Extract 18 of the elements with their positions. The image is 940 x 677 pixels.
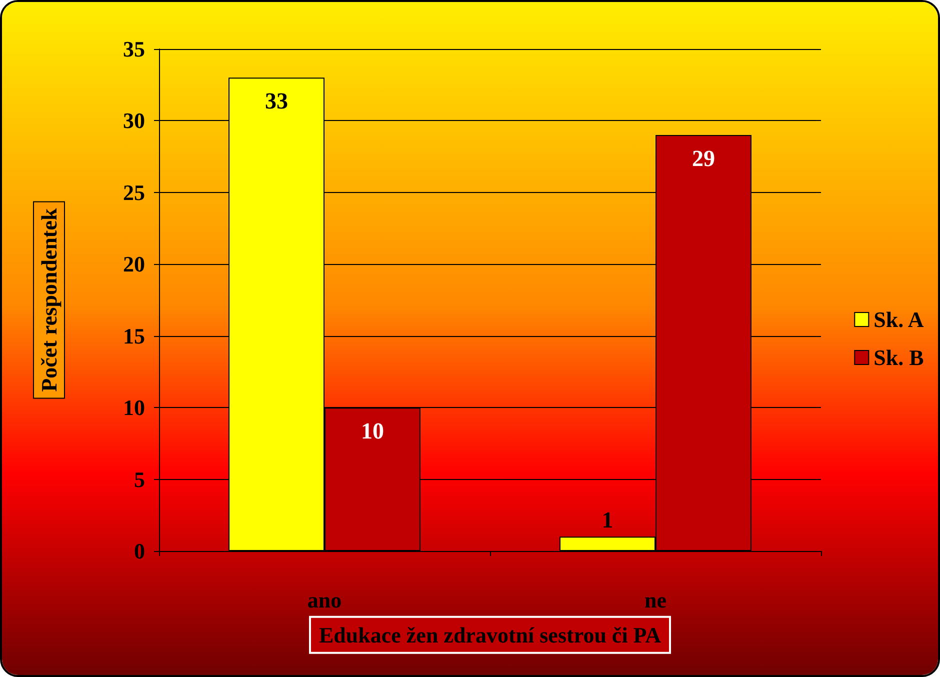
x-axis-title: Edukace žen zdravotní sestrou či PA xyxy=(319,622,662,648)
y-tick-label: 30 xyxy=(123,108,145,134)
data-label: 29 xyxy=(692,146,715,172)
legend-label: Sk. A xyxy=(874,307,924,332)
y-tick-label: 5 xyxy=(134,466,145,492)
y-tick-label: 20 xyxy=(123,252,145,277)
y-tick-label: 10 xyxy=(123,395,145,420)
data-label: 33 xyxy=(265,88,288,114)
y-tick-label: 15 xyxy=(123,323,145,348)
x-tick-label: ne xyxy=(644,588,667,612)
x-tick-label: ano xyxy=(307,588,342,612)
y-axis-title: Počet respondentek xyxy=(36,207,62,392)
y-tick-label: 0 xyxy=(134,538,145,564)
y-tick-label: 25 xyxy=(123,180,145,205)
data-label: 1 xyxy=(602,508,614,533)
data-label: 10 xyxy=(360,418,384,444)
y-tick-label: 35 xyxy=(123,36,145,62)
legend-label: Sk. B xyxy=(874,345,924,370)
